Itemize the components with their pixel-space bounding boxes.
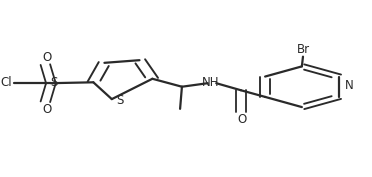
Text: N: N	[345, 79, 354, 92]
Text: S: S	[50, 76, 58, 89]
Text: O: O	[42, 103, 52, 116]
Text: NH: NH	[202, 76, 219, 89]
Text: Br: Br	[297, 43, 310, 56]
Text: Cl: Cl	[1, 76, 12, 89]
Text: O: O	[42, 51, 52, 64]
Text: O: O	[237, 113, 247, 126]
Text: S: S	[116, 94, 124, 107]
